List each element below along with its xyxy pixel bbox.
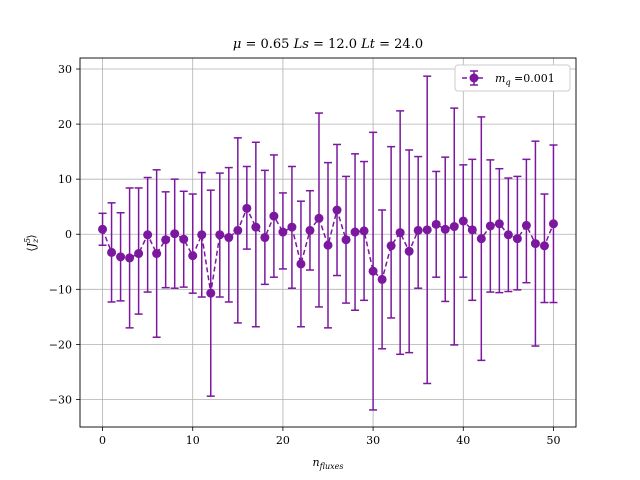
data-point (458, 216, 468, 226)
x-tick-label: 10 (186, 434, 200, 447)
data-point (242, 203, 252, 213)
data-point (179, 234, 189, 244)
data-point (548, 219, 558, 229)
y-tick-label: −20 (49, 338, 72, 351)
data-point (269, 211, 279, 221)
data-point (386, 241, 396, 251)
x-tick-label: 40 (456, 434, 470, 447)
data-point (188, 251, 198, 261)
data-point (431, 219, 441, 229)
data-point (170, 229, 180, 239)
data-point (305, 225, 315, 235)
x-tick-label: 30 (366, 434, 380, 447)
plot-frame (79, 57, 577, 428)
data-point (467, 225, 477, 235)
data-point (224, 233, 234, 243)
data-layer (98, 75, 558, 411)
data-point (296, 259, 306, 269)
data-point (413, 225, 423, 235)
data-point (197, 230, 207, 240)
data-point (404, 246, 414, 256)
y-axis-label: ⟨J5z⟩ (23, 234, 40, 251)
data-point (377, 274, 387, 284)
data-point (233, 225, 243, 235)
axis-layer: 0 10 20 30 40 50 −30 −20 −10 0 10 20 30 (49, 63, 561, 447)
data-point (143, 230, 153, 240)
data-point (332, 205, 342, 215)
y-tick-label: −10 (49, 283, 72, 296)
data-point (350, 227, 360, 237)
data-point (98, 224, 108, 234)
data-point (251, 222, 261, 232)
data-point (476, 234, 486, 244)
y-tick-label: 20 (58, 118, 72, 131)
y-tick-label: 0 (65, 228, 72, 241)
data-point (341, 235, 351, 245)
data-point (512, 234, 522, 244)
x-axis-label: nfluxes (313, 456, 344, 471)
data-point (359, 226, 369, 236)
data-point (116, 252, 126, 262)
data-point (539, 241, 549, 251)
y-tick-label: −30 (49, 393, 72, 406)
data-point (368, 266, 378, 276)
data-point (206, 288, 216, 298)
data-point (485, 221, 495, 231)
data-point (215, 230, 225, 240)
data-point (107, 247, 117, 257)
data-point (314, 213, 324, 223)
data-point (125, 253, 135, 263)
x-tick-label: 20 (276, 434, 290, 447)
data-point (152, 249, 162, 259)
legend-label: mq =0.001 (495, 72, 555, 87)
data-point (287, 222, 297, 232)
data-point (134, 249, 144, 259)
data-point (521, 220, 531, 230)
data-point (323, 240, 333, 250)
legend-marker (469, 73, 479, 83)
data-point (260, 233, 270, 243)
y-tick-label: 30 (58, 63, 72, 76)
data-point (440, 224, 450, 234)
data-point (449, 222, 459, 232)
data-point (422, 225, 432, 235)
data-point (395, 228, 405, 238)
data-point (161, 235, 171, 245)
data-point (530, 239, 540, 249)
legend-box (454, 64, 571, 92)
x-tick-label: 0 (99, 434, 106, 447)
data-point (503, 230, 513, 240)
x-tick-label: 50 (546, 434, 560, 447)
data-point (278, 227, 288, 237)
data-point (494, 219, 504, 229)
legend: mq =0.001 (454, 64, 571, 92)
y-tick-label: 10 (58, 173, 72, 186)
chart-title: μ = 0.65 Ls = 12.0 Lt = 24.0 (233, 37, 423, 52)
